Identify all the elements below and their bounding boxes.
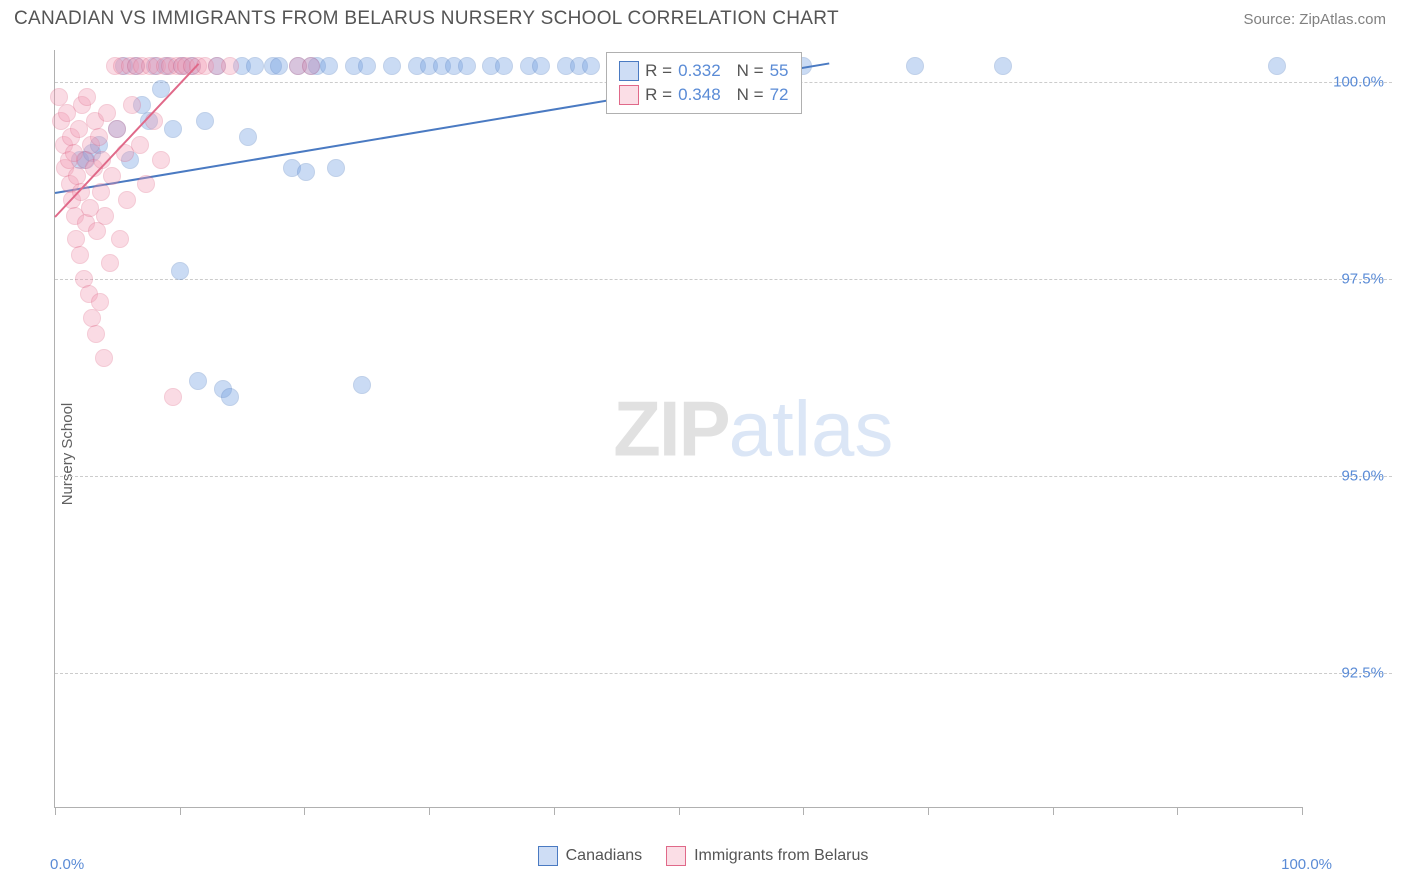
scatter-point	[123, 96, 141, 114]
y-gridline	[55, 673, 1392, 674]
scatter-point	[495, 57, 513, 75]
y-tick-label: 95.0%	[1341, 467, 1384, 484]
scatter-point	[92, 183, 110, 201]
scatter-point	[171, 262, 189, 280]
scatter-point	[189, 372, 207, 390]
scatter-point	[137, 175, 155, 193]
legend-swatch	[666, 846, 686, 866]
scatter-point	[88, 222, 106, 240]
y-gridline	[55, 279, 1392, 280]
y-tick-label: 92.5%	[1341, 664, 1384, 681]
scatter-point	[131, 136, 149, 154]
scatter-point	[196, 112, 214, 130]
scatter-point	[164, 388, 182, 406]
scatter-point	[327, 159, 345, 177]
watermark-text-2: atlas	[729, 384, 894, 472]
scatter-point	[221, 388, 239, 406]
scatter-point	[164, 120, 182, 138]
chart-source: Source: ZipAtlas.com	[1243, 11, 1386, 28]
scatter-point	[994, 57, 1012, 75]
scatter-point	[96, 207, 114, 225]
scatter-point	[145, 112, 163, 130]
plot-area: ZIPatlas 100.0%97.5%95.0%92.5%R = 0.332N…	[54, 50, 1302, 808]
x-tick	[1302, 807, 1303, 815]
series-legend-label: Canadians	[566, 847, 643, 865]
scatter-point	[78, 88, 96, 106]
scatter-point	[239, 128, 257, 146]
chart-header: CANADIAN VS IMMIGRANTS FROM BELARUS NURS…	[0, 0, 1406, 34]
scatter-point	[458, 57, 476, 75]
series-legend-label: Immigrants from Belarus	[694, 847, 868, 865]
x-tick	[928, 807, 929, 815]
scatter-point	[70, 120, 88, 138]
x-tick	[1177, 807, 1178, 815]
scatter-point	[152, 151, 170, 169]
stat-r-label: R =	[645, 85, 672, 105]
stats-legend-row: R = 0.348 N = 72	[619, 83, 788, 107]
series-legend-item: Immigrants from Belarus	[666, 846, 868, 866]
series-legend: Canadians Immigrants from Belarus	[0, 846, 1406, 866]
scatter-point	[906, 57, 924, 75]
scatter-point	[353, 376, 371, 394]
stats-legend-row: R = 0.332 N = 55	[619, 59, 788, 83]
x-tick	[679, 807, 680, 815]
x-tick	[55, 807, 56, 815]
x-tick	[554, 807, 555, 815]
scatter-point	[95, 349, 113, 367]
scatter-point	[111, 230, 129, 248]
watermark: ZIPatlas	[613, 383, 893, 474]
stat-r-value: 0.348	[678, 85, 721, 105]
scatter-point	[118, 191, 136, 209]
stat-n-value: 55	[770, 61, 789, 81]
scatter-point	[358, 57, 376, 75]
x-tick	[180, 807, 181, 815]
y-gridline	[55, 476, 1392, 477]
x-tick	[429, 807, 430, 815]
scatter-point	[90, 128, 108, 146]
scatter-point	[532, 57, 550, 75]
stat-r-label: R =	[645, 61, 672, 81]
stat-r-value: 0.332	[678, 61, 721, 81]
scatter-point	[297, 163, 315, 181]
scatter-point	[108, 120, 126, 138]
x-tick	[304, 807, 305, 815]
scatter-point	[91, 293, 109, 311]
chart-container: Nursery School ZIPatlas 100.0%97.5%95.0%…	[14, 42, 1392, 866]
legend-swatch	[619, 85, 639, 105]
scatter-point	[221, 57, 239, 75]
scatter-point	[302, 57, 320, 75]
legend-swatch	[619, 61, 639, 81]
scatter-point	[320, 57, 338, 75]
scatter-point	[1268, 57, 1286, 75]
stat-n-label: N =	[737, 85, 764, 105]
x-tick	[803, 807, 804, 815]
y-tick-label: 100.0%	[1333, 73, 1384, 90]
scatter-point	[71, 246, 89, 264]
x-tick	[1053, 807, 1054, 815]
scatter-point	[582, 57, 600, 75]
scatter-point	[101, 254, 119, 272]
series-legend-item: Canadians	[538, 846, 643, 866]
stat-n-value: 72	[770, 85, 789, 105]
watermark-text-1: ZIP	[613, 384, 728, 472]
legend-swatch	[538, 846, 558, 866]
scatter-point	[103, 167, 121, 185]
stats-legend: R = 0.332 N = 55 R = 0.348 N = 72	[606, 52, 801, 114]
y-tick-label: 97.5%	[1341, 270, 1384, 287]
scatter-point	[87, 325, 105, 343]
chart-title: CANADIAN VS IMMIGRANTS FROM BELARUS NURS…	[14, 8, 839, 30]
scatter-point	[270, 57, 288, 75]
scatter-point	[246, 57, 264, 75]
stat-n-label: N =	[737, 61, 764, 81]
scatter-point	[383, 57, 401, 75]
